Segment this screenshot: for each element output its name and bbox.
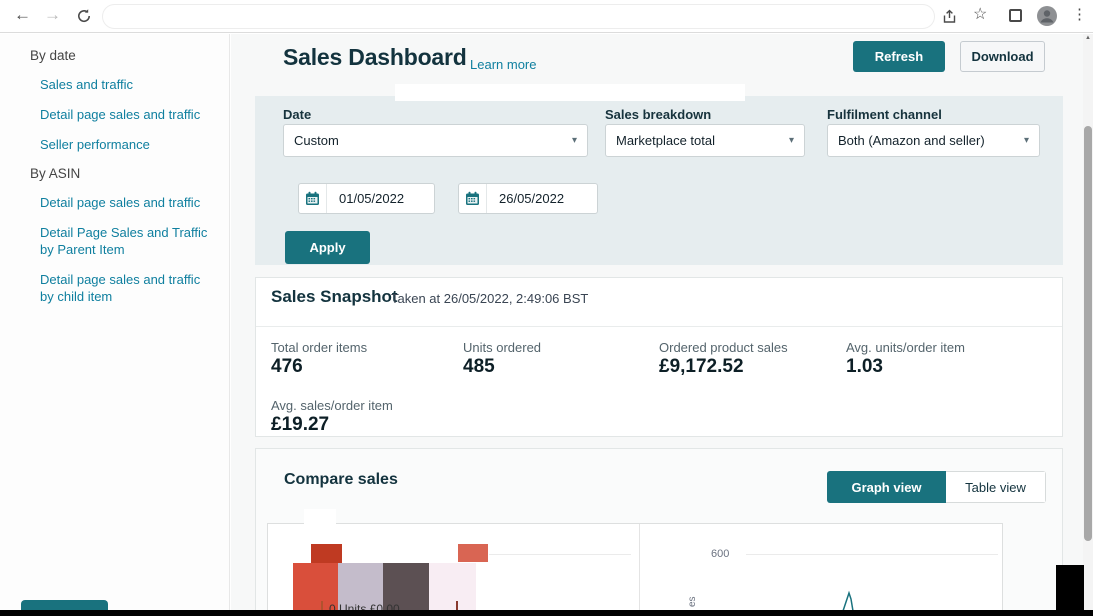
download-button[interactable]: Download (960, 41, 1045, 72)
metric-label: Units ordered (463, 340, 542, 355)
address-bar[interactable] (102, 4, 935, 29)
chevron-down-icon: ▾ (1023, 135, 1029, 146)
axis-tick (321, 601, 323, 611)
forward-icon[interactable]: → (44, 5, 61, 24)
metric-value: 1.03 (846, 356, 883, 377)
from-date-value: 01/05/2022 (339, 191, 405, 206)
sidebar-item-detail-page-child-item[interactable]: Detail page sales and traffic by child i… (40, 272, 201, 304)
sidebar-section-by-asin: By ASIN (30, 166, 81, 181)
apply-button[interactable]: Apply (285, 231, 370, 264)
back-icon[interactable]: ← (14, 5, 31, 24)
chevron-down-icon: ▾ (571, 135, 577, 146)
extension-square-icon[interactable] (1009, 9, 1022, 22)
graph-view-tab[interactable]: Graph view (827, 471, 946, 503)
compare-sales-chart: 0 Units £0.00 600 es (267, 523, 1003, 616)
redacted-block (293, 563, 338, 616)
sales-breakdown-value: Marketplace total (616, 133, 715, 148)
y-axis-tick-label: 600 (711, 548, 730, 560)
scroll-up-icon[interactable]: ▲ (1085, 35, 1091, 41)
redacted-block (395, 84, 745, 101)
redacted-block (304, 509, 336, 524)
sales-breakdown-select[interactable]: Marketplace total ▾ (605, 124, 805, 157)
view-toggle: Graph view Table view (827, 471, 1046, 503)
chevron-down-icon: ▾ (788, 135, 794, 146)
fulfilment-channel-label: Fulfilment channel (827, 107, 942, 122)
profile-avatar-icon[interactable] (1036, 5, 1058, 32)
sales-breakdown-label: Sales breakdown (605, 107, 712, 122)
redacted-block (311, 544, 342, 564)
date-range-select[interactable]: Custom ▾ (283, 124, 588, 157)
bookmark-star-icon[interactable]: ☆ (973, 6, 988, 23)
sidebar-item-seller-performance[interactable]: Seller performance (40, 137, 150, 152)
gridline (489, 554, 631, 555)
metric-label: Avg. units/order item (846, 340, 965, 355)
fulfilment-channel-select[interactable]: Both (Amazon and seller) ▾ (827, 124, 1040, 157)
sidebar-item-detail-page-parent-item[interactable]: Detail Page Sales and Traffic by Parent … (40, 225, 208, 257)
metric-label: Ordered product sales (659, 340, 788, 355)
share-icon[interactable] (941, 8, 958, 30)
gridline (746, 554, 998, 555)
calendar-icon[interactable] (299, 184, 327, 213)
compare-sales-title: Compare sales (284, 471, 398, 488)
redacted-block (383, 563, 429, 616)
page-title: Sales Dashboard (283, 44, 467, 70)
reload-icon[interactable] (76, 8, 92, 29)
date-filter-label: Date (283, 107, 312, 122)
metric-value: 485 (463, 356, 495, 377)
scrollbar-thumb[interactable] (1084, 126, 1092, 541)
panel-divider (639, 524, 640, 616)
y-axis-title: es (687, 596, 698, 607)
sidebar-item-detail-page-sales-traffic-date[interactable]: Detail page sales and traffic (40, 107, 201, 122)
redacted-block (1056, 565, 1084, 610)
table-view-tab[interactable]: Table view (946, 471, 1046, 503)
to-date-input[interactable]: 26/05/2022 (458, 183, 598, 214)
sales-snapshot-title: Sales Snapshot (271, 287, 398, 306)
divider (256, 326, 1062, 327)
filter-panel: Date Custom ▾ Sales breakdown Marketplac… (255, 96, 1063, 265)
snapshot-timestamp: Taken at 26/05/2022, 2:49:06 BST (391, 291, 589, 306)
metric-label: Total order items (271, 340, 368, 355)
sales-snapshot-card: Sales Snapshot Taken at 26/05/2022, 2:49… (255, 277, 1063, 437)
sidebar-section-by-date: By date (30, 48, 76, 63)
browser-menu-icon[interactable]: ⋮ (1072, 6, 1087, 23)
reports-sidebar: By date Sales and traffic Detail page sa… (0, 34, 230, 616)
redacted-block (338, 563, 383, 616)
redacted-block (429, 563, 476, 616)
learn-more-link[interactable]: Learn more (470, 57, 537, 72)
refresh-button[interactable]: Refresh (853, 41, 945, 72)
metric-value: £19.27 (271, 414, 330, 435)
redacted-block (0, 610, 1093, 616)
sidebar-item-sales-and-traffic[interactable]: Sales and traffic (40, 77, 133, 92)
line-chart-spike (838, 590, 864, 616)
from-date-input[interactable]: 01/05/2022 (298, 183, 435, 214)
redacted-block (458, 544, 488, 562)
axis-tick (456, 601, 458, 611)
metric-label: Avg. sales/order item (271, 398, 393, 413)
metric-value: £9,172.52 (659, 356, 744, 377)
calendar-icon[interactable] (459, 184, 487, 213)
browser-toolbar: ← → ☆ ⋮ (0, 0, 1093, 33)
fulfilment-channel-value: Both (Amazon and seller) (838, 133, 985, 148)
to-date-value: 26/05/2022 (499, 191, 565, 206)
sidebar-item-detail-page-sales-traffic-asin[interactable]: Detail page sales and traffic (40, 195, 201, 210)
date-range-value: Custom (294, 133, 339, 148)
metric-value: 476 (271, 356, 303, 377)
